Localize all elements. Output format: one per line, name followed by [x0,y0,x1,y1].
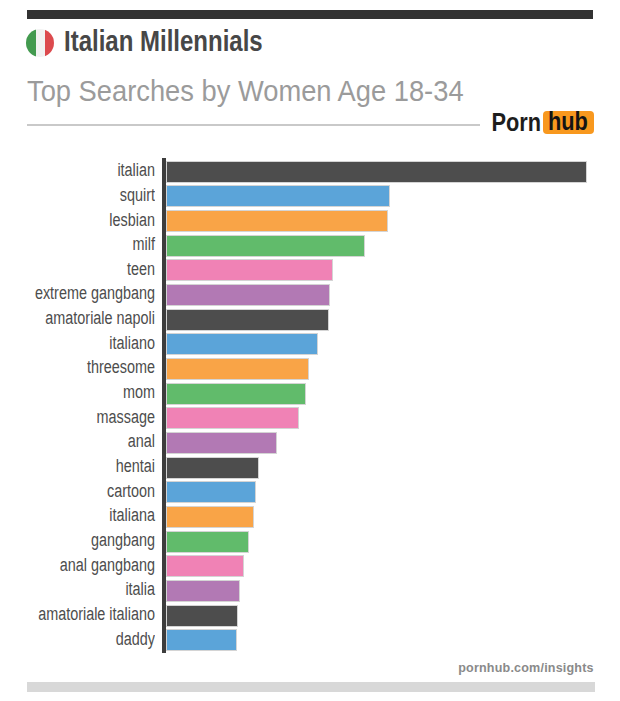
bar-row: amatoriale napoli [0,306,620,331]
divider [27,124,480,126]
bar-row: massage [0,405,620,430]
bar-row: milf [0,232,620,257]
bar-label: extreme gangbang [31,281,155,306]
bar-label: italian [31,158,155,183]
bar-row: lesbian [0,208,620,233]
bar-row: anal [0,429,620,454]
bar [166,333,318,355]
bar-row: cartoon [0,479,620,504]
bar-row: italian [0,158,620,183]
bottom-rule [27,682,595,692]
bar-label: italiana [31,503,155,528]
bar [166,284,331,306]
bar-label: threesome [31,355,155,380]
bar-row: italiana [0,503,620,528]
bar-label: daddy [31,627,155,652]
bar-label: amatoriale napoli [31,306,155,331]
bar [166,555,244,577]
bar-row: threesome [0,355,620,380]
bar-label: italia [31,577,155,602]
bar-label: mom [31,380,155,405]
chart-subtitle: Top Searches by Women Age 18-34 [27,76,464,106]
bar-label: amatoriale italiano [31,602,155,627]
bar [166,161,587,183]
page-title: Italian Millennials [64,26,263,56]
logo-porn-text: Porn [491,111,541,134]
bar-row: teen [0,257,620,282]
bar [166,185,390,207]
bar-label: lesbian [31,208,155,233]
logo-hub-box: hub [543,111,594,134]
bar [166,210,388,232]
infographic: Italian Millennials Top Searches by Wome… [0,0,620,701]
bar-rows: italiansquirtlesbianmilfteenextreme gang… [0,158,620,651]
footer-url: pornhub.com/insights [458,660,594,675]
bar-row: italiano [0,331,620,356]
bar-row: extreme gangbang [0,281,620,306]
bar [166,309,329,331]
bar-row: amatoriale italiano [0,602,620,627]
bar-label: anal [31,429,155,454]
bar-label: massage [31,405,155,430]
bar [166,235,365,257]
italian-flag-icon [26,29,54,57]
bar-label: anal gangbang [31,553,155,578]
bar-row: squirt [0,183,620,208]
bar [166,481,256,503]
bar-label: milf [31,232,155,257]
bar-label: teen [31,257,155,282]
bar [166,407,299,429]
logo-hub-text: hub [548,110,588,133]
bar [166,506,254,528]
bar-row: anal gangbang [0,553,620,578]
bar [166,580,240,602]
bar-row: mom [0,380,620,405]
bar-label: italiano [31,331,155,356]
top-rule [27,10,593,19]
bar [166,432,277,454]
bar-row: italia [0,577,620,602]
bar [166,383,307,405]
bar-row: daddy [0,627,620,652]
bar [166,259,333,281]
pornhub-logo: Porn hub [484,111,594,134]
bar [166,531,249,553]
bar-row: gangbang [0,528,620,553]
bar [166,629,237,651]
bar [166,457,260,479]
bar-row: hentai [0,454,620,479]
bar [166,358,310,380]
bar [166,605,238,627]
bar-label: cartoon [31,479,155,504]
bar-label: squirt [31,183,155,208]
bar-label: gangbang [31,528,155,553]
bar-label: hentai [31,454,155,479]
